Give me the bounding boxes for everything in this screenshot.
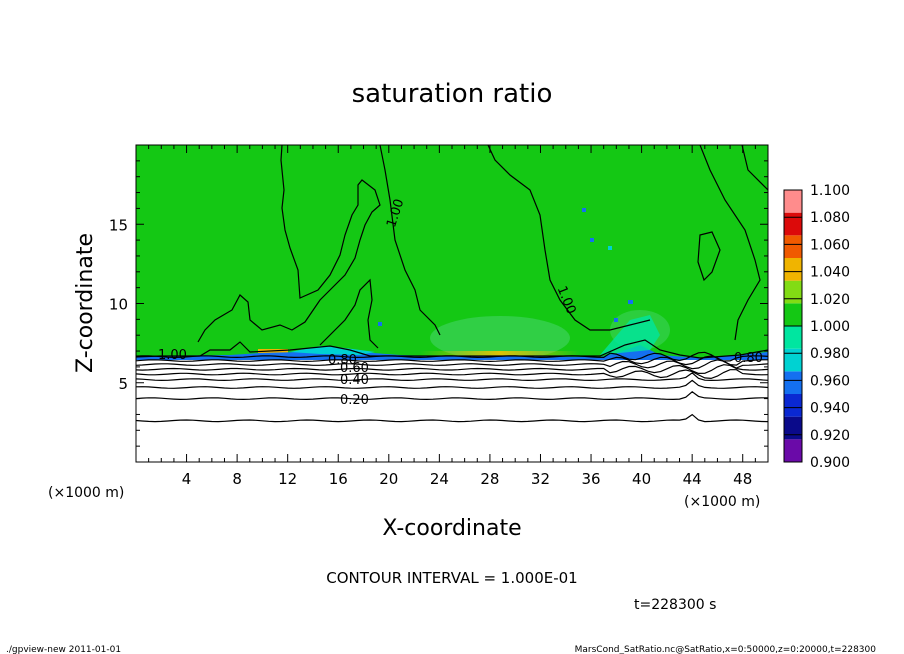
- time-label: t=228300 s: [634, 597, 716, 613]
- contour-line: [136, 372, 768, 382]
- plot-area: 1.00 0.80 0.60 0.40 0.20 1.00 1.00 0.80: [136, 145, 768, 462]
- x-unit-label-secondary: (×1000 m): [684, 494, 760, 510]
- contour-line: [136, 355, 768, 366]
- x-tick-label: 44: [683, 470, 702, 488]
- x-tick-label: 36: [581, 470, 600, 488]
- x-tick-label: 8: [232, 470, 242, 488]
- contour-lines-1.00: [136, 145, 768, 359]
- contour-lines: [136, 351, 768, 423]
- contour-label: 0.20: [340, 393, 369, 408]
- colorbar-swatch: [784, 348, 802, 372]
- contour-line: [136, 369, 768, 380]
- footer-left: ./gpview-new 2011-01-01: [6, 645, 121, 654]
- field-cyan-edge: [600, 315, 660, 355]
- colorbar-tick-label: 1.100: [810, 183, 850, 199]
- x-tick-label: 12: [278, 470, 297, 488]
- colorbar-swatch: [784, 439, 802, 462]
- colorbar-tick-label: 0.980: [810, 346, 850, 362]
- contour-label: 0.80: [328, 353, 357, 368]
- y-tick-label: 5: [118, 375, 128, 393]
- colorbar-tick-label: 1.040: [810, 265, 850, 281]
- contour-line: [136, 359, 768, 370]
- x-tick-label: 28: [480, 470, 499, 488]
- colorbar-swatch: [784, 212, 802, 236]
- x-tick-label: 16: [329, 470, 348, 488]
- y-tick-label: 15: [109, 216, 128, 234]
- colorbar-swatch: [784, 303, 802, 326]
- contour-labels: 1.00 0.80 0.60 0.40 0.20 1.00 1.00 0.80: [158, 197, 763, 408]
- x-axis: 4 8 12 16 20 24 28 32 36 40 44 48: [148, 145, 756, 488]
- colorbar-swatch: [784, 258, 802, 281]
- x-tick-label: 40: [632, 470, 651, 488]
- colorbar-swatch: [784, 190, 802, 213]
- field-light-green-patch: [430, 316, 570, 360]
- contour-label: 0.60: [340, 361, 369, 376]
- contour-label: 0.80: [734, 351, 763, 366]
- colorbar: 0.900 0.920 0.940 0.960 0.980 1.000 1.020 1.040…: [783, 183, 850, 471]
- x-tick-label: 48: [733, 470, 752, 488]
- colorbar-tick-label: 1.000: [810, 319, 850, 335]
- contour-label: 1.00: [158, 348, 187, 363]
- y-tick-label: 10: [109, 296, 128, 314]
- chart-title: saturation ratio: [352, 79, 553, 109]
- colorbar-tick-label: 0.920: [810, 428, 850, 444]
- colorbar-tick-label: 0.900: [810, 455, 850, 471]
- contour-line: [136, 413, 768, 423]
- colorbar-tick-label: 1.020: [810, 292, 850, 308]
- colorbar-swatch: [784, 394, 802, 417]
- x-tick-label: 20: [379, 470, 398, 488]
- colorbar-swatch: [784, 235, 802, 258]
- footer-right: MarsCond_SatRatio.nc@SatRatio,x=0:50000,…: [575, 645, 877, 654]
- colorbar-swatch: [784, 416, 802, 440]
- contour-line: [136, 364, 768, 375]
- y-axis: 5 10 15: [109, 160, 768, 447]
- colorbar-tick-label: 0.940: [810, 401, 850, 417]
- contour-interval: CONTOUR INTERVAL = 1.000E-01: [326, 569, 577, 587]
- x-tick-label: 4: [182, 470, 192, 488]
- field-warm-band: [420, 351, 580, 356]
- field-subsaturated-region: [136, 358, 768, 462]
- colorbar-swatch: [784, 326, 802, 349]
- x-unit-label: (×1000 m): [48, 485, 124, 501]
- colorbar-swatch: [784, 280, 802, 304]
- x-axis-label: X-coordinate: [382, 516, 521, 541]
- colorbar-tick-label: 1.060: [810, 237, 850, 253]
- x-tick-label: 32: [531, 470, 550, 488]
- contour-line: [136, 379, 768, 389]
- y-axis-label: Z-coordinate: [73, 233, 98, 373]
- field-blue-edge: [136, 345, 768, 360]
- contour-line: [136, 391, 768, 401]
- colorbar-tick-label: 0.960: [810, 373, 850, 389]
- colorbar-swatch: [784, 371, 802, 394]
- colorbar-tick-label: 1.080: [810, 210, 850, 226]
- field-specks: [378, 208, 633, 326]
- contour-label: 0.40: [340, 373, 369, 388]
- x-tick-label: 24: [430, 470, 449, 488]
